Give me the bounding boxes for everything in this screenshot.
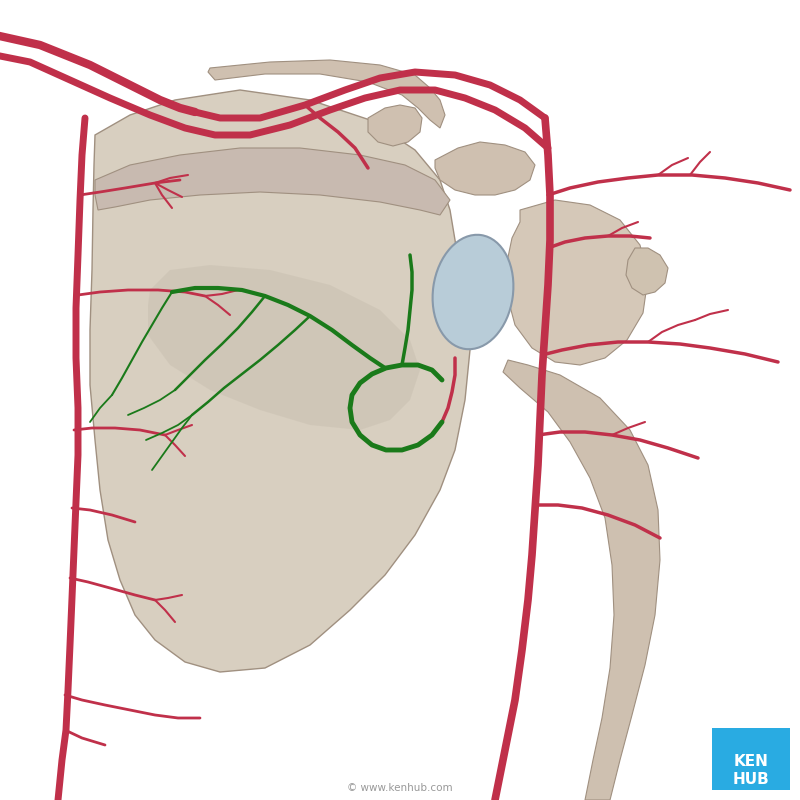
Polygon shape (368, 105, 422, 146)
Polygon shape (503, 360, 660, 800)
Ellipse shape (433, 234, 514, 350)
Polygon shape (95, 148, 450, 215)
Text: HUB: HUB (733, 773, 770, 787)
Polygon shape (435, 142, 535, 195)
Polygon shape (208, 60, 445, 128)
Text: © www.kenhub.com: © www.kenhub.com (347, 783, 453, 793)
Polygon shape (626, 248, 668, 295)
FancyBboxPatch shape (712, 728, 790, 790)
Polygon shape (507, 200, 648, 365)
Text: KEN: KEN (734, 754, 769, 770)
Polygon shape (90, 90, 470, 672)
Polygon shape (148, 265, 420, 430)
